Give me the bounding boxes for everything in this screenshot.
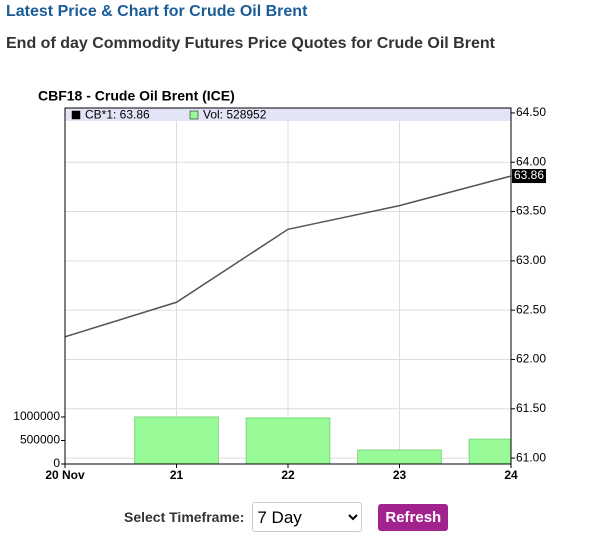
y-tick-label: 64.50: [516, 105, 546, 119]
chart: CBF18 - Crude Oil Brent (ICE) 61.00 61.50…: [13, 88, 546, 482]
legend-label: Vol: 528952: [203, 108, 267, 122]
x-tick-label: 21: [170, 468, 184, 482]
plot-clip: [65, 175, 511, 464]
y-tick-label: 63.00: [516, 253, 546, 267]
timeframe-select[interactable]: 7 Day: [252, 502, 363, 532]
y-tick-label: 62.50: [516, 302, 546, 316]
y-tick-label: 63.50: [516, 204, 546, 218]
legend-label: CB*1: 63.86: [85, 108, 150, 122]
x-tick-label: 22: [281, 468, 295, 482]
price-line: [65, 175, 511, 338]
last-value-box: [512, 169, 546, 184]
legend-swatch: [71, 110, 81, 120]
x-tick-label: 23: [393, 468, 407, 482]
y-tick-label: 61.00: [516, 450, 546, 464]
volume-bar: [357, 449, 442, 464]
volume-bar: [468, 438, 511, 464]
legend-swatch: [189, 110, 199, 120]
y-tick-label: 62.00: [516, 352, 546, 366]
y2-tick-label: 500000: [20, 433, 60, 447]
page-subtitle: End of day Commodity Futures Price Quote…: [6, 35, 495, 52]
y-tick-label: 61.50: [516, 401, 546, 415]
volume-bar: [245, 417, 331, 464]
chart-title: CBF18 - Crude Oil Brent (ICE): [38, 88, 235, 104]
y-tick-label: 64.00: [516, 154, 546, 168]
volume-bar: [134, 416, 219, 464]
page-title: Latest Price & Chart for Crude Oil Brent: [6, 3, 308, 20]
y2-tick-label: 0: [53, 456, 60, 470]
x-tick-label: 20 Nov: [45, 468, 85, 482]
y2-tick-label: 1000000: [13, 409, 60, 423]
last-value-label: 63.86: [514, 168, 544, 182]
controls: Select Timeframe: 7 Day Refresh: [124, 502, 449, 532]
timeframe-label: Select Timeframe:: [124, 509, 245, 525]
legend-band: [65, 108, 511, 121]
plot-frame: [64, 107, 512, 465]
x-tick-label: 24: [504, 468, 518, 482]
refresh-button[interactable]: Refresh: [378, 503, 449, 531]
